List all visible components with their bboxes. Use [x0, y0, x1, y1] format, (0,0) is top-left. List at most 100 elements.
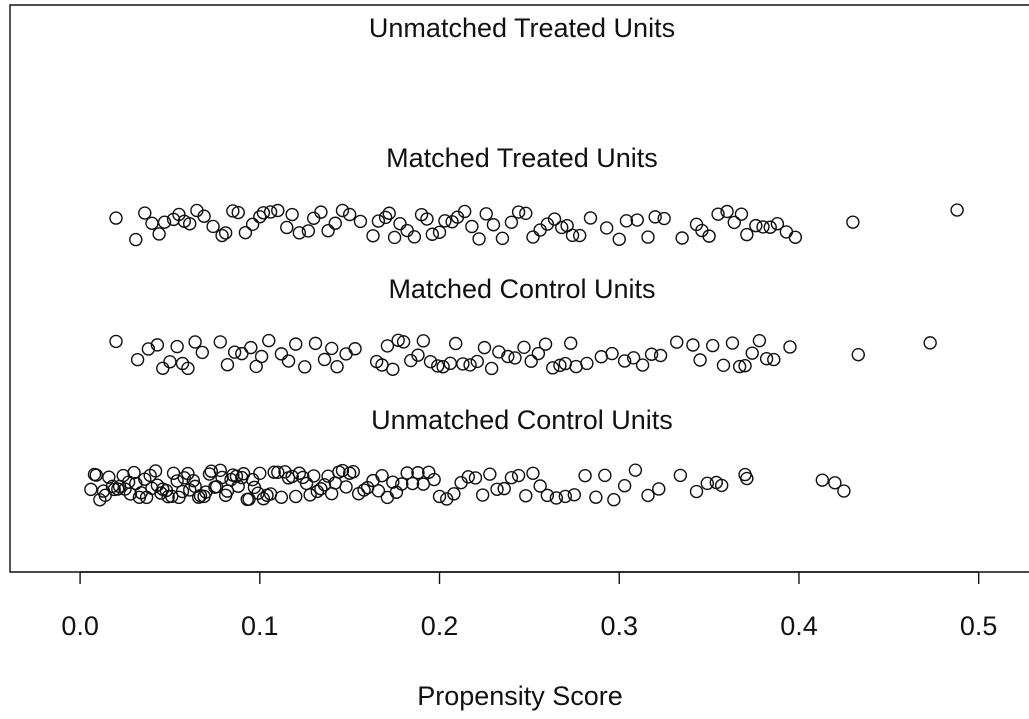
point	[463, 358, 477, 372]
point	[443, 356, 458, 371]
x-tick-label: 0.4	[780, 611, 818, 641]
point	[923, 336, 937, 350]
point	[335, 463, 350, 478]
point	[763, 220, 777, 234]
point	[700, 476, 715, 491]
point	[391, 333, 405, 348]
point	[725, 336, 740, 350]
point	[267, 465, 281, 479]
point	[152, 227, 166, 241]
point	[607, 493, 621, 507]
point	[465, 219, 479, 234]
point	[380, 339, 395, 353]
point	[301, 224, 316, 238]
point	[89, 468, 103, 482]
point	[165, 489, 179, 504]
point	[427, 472, 441, 487]
point	[380, 490, 395, 505]
point	[183, 217, 197, 231]
point	[145, 216, 159, 231]
point	[673, 468, 688, 483]
x-tick-label: 0.5	[960, 611, 998, 641]
point	[693, 353, 707, 367]
point	[163, 355, 177, 369]
point	[714, 478, 729, 493]
point	[138, 206, 152, 220]
point	[254, 349, 269, 364]
point	[420, 212, 434, 226]
point	[432, 489, 447, 504]
point	[175, 484, 190, 499]
point	[148, 464, 163, 478]
x-tick-label: 0.1	[241, 611, 279, 641]
point	[353, 214, 368, 229]
point	[517, 340, 531, 355]
point	[470, 354, 484, 369]
x-axis-label: Propensity Score	[417, 681, 623, 711]
point	[727, 215, 741, 230]
point	[395, 477, 409, 491]
point	[371, 484, 386, 498]
point	[578, 468, 592, 483]
point	[150, 338, 165, 352]
point	[245, 217, 260, 232]
group-label: Matched Treated Units	[386, 143, 658, 173]
point	[378, 210, 393, 225]
point	[540, 217, 555, 231]
point	[749, 218, 763, 233]
point	[386, 362, 400, 376]
point	[524, 354, 538, 368]
point	[416, 334, 431, 348]
point	[339, 480, 353, 494]
point	[123, 487, 138, 501]
point	[192, 490, 206, 504]
point	[851, 347, 865, 362]
point	[779, 225, 794, 239]
point	[745, 346, 759, 360]
point	[526, 230, 540, 244]
point	[339, 347, 353, 361]
point	[477, 340, 492, 355]
point	[456, 357, 470, 371]
point	[732, 359, 747, 374]
point	[440, 492, 454, 506]
point	[472, 232, 486, 246]
point	[815, 473, 830, 487]
point	[702, 229, 716, 243]
point	[565, 228, 580, 243]
point	[711, 207, 725, 221]
point	[188, 335, 202, 349]
point	[130, 352, 145, 367]
point	[253, 210, 267, 224]
point	[371, 214, 386, 228]
point	[411, 348, 425, 362]
point	[461, 470, 475, 484]
point	[468, 471, 483, 485]
point	[752, 333, 767, 348]
point	[475, 488, 490, 502]
point	[289, 489, 303, 504]
point	[227, 345, 242, 359]
point	[285, 207, 299, 222]
point	[366, 229, 380, 243]
point	[238, 225, 253, 240]
point	[546, 361, 560, 375]
point	[231, 205, 245, 220]
point	[156, 361, 170, 376]
point	[641, 488, 655, 503]
point	[767, 352, 781, 367]
point	[342, 207, 357, 222]
point	[501, 349, 515, 364]
point	[675, 231, 689, 245]
point	[531, 346, 546, 361]
point	[950, 203, 964, 217]
point	[274, 347, 289, 361]
point	[303, 488, 317, 502]
point	[555, 220, 569, 235]
point	[405, 476, 420, 491]
point	[271, 203, 285, 218]
point	[335, 203, 350, 218]
point	[330, 360, 344, 374]
point	[317, 352, 332, 367]
point	[177, 471, 192, 485]
